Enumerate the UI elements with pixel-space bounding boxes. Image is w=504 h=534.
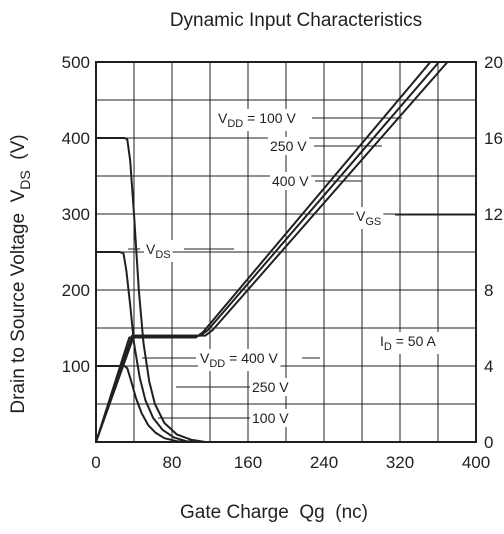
y-tick-label: 400 (62, 129, 90, 148)
annotation-leaders (128, 117, 476, 419)
annotation-vgs: VGS (356, 208, 381, 228)
y2-tick-label: 8 (484, 281, 493, 300)
x-tick-label: 400 (462, 453, 490, 472)
annotation-backing (250, 409, 292, 427)
series-line-4 (95, 61, 432, 443)
annotation-v250-top: 250 V (270, 138, 307, 154)
annotation-backing (250, 378, 292, 396)
y2-tick-label: 16 (484, 129, 503, 148)
x-tick-label: 0 (91, 453, 100, 472)
series-layer (95, 61, 476, 443)
y-axis-label-main: Drain to Source Voltage V (8, 189, 29, 413)
y-tick-label: 300 (62, 205, 90, 224)
annotation-v100-bottom: 100 V (252, 410, 289, 426)
annotation-vdd400-bottom: VDD = 400 V (200, 350, 278, 370)
y2-tick-label: 20 (484, 53, 503, 72)
annotation-backing (144, 240, 173, 262)
series-line-1 (96, 137, 476, 443)
y-axis-label-sub: DS (17, 170, 33, 189)
x-tick-label: 160 (234, 453, 262, 472)
annotation-backing (268, 137, 310, 155)
annotation-vds: VDS (146, 241, 171, 261)
y-tick-label: 500 (62, 53, 90, 72)
annotation-backing (198, 349, 281, 371)
annotation-v250-bottom: 250 V (252, 379, 289, 395)
annotation-backing (216, 109, 299, 131)
series-line-3 (96, 365, 476, 443)
y2-tick-label: 4 (484, 357, 493, 376)
y-tick-label: 200 (62, 281, 90, 300)
x-tick-label: 80 (163, 453, 182, 472)
y2-tick-label: 12 (484, 205, 503, 224)
y-axis-label: Drain to Source Voltage VDS (V) (8, 134, 33, 413)
annotation-id: ID = 50 A (380, 333, 436, 353)
y-tick-label: 100 (62, 357, 90, 376)
series-line-2 (96, 251, 476, 443)
x-tick-label: 320 (386, 453, 414, 472)
y-axis-label-unit: (V) (8, 134, 29, 170)
series-line-6 (95, 61, 449, 443)
y2-tick-label: 0 (484, 433, 493, 452)
annotation-backing (270, 172, 312, 190)
tick-labels: 0 80 160 240 320 400 100 200 300 400 500 0 4 8 12 16 20 (62, 53, 503, 472)
chart-title: Dynamic Input Characteristics (170, 10, 422, 31)
x-tick-label: 240 (310, 453, 338, 472)
annotations: VDD = 100 V 250 V 400 V VGS VDS ID = 50 A VDD … (144, 109, 439, 427)
annotation-vdd100-top: VDD = 100 V (218, 110, 296, 130)
annotation-v400-top: 400 V (272, 173, 309, 189)
annotation-backing (354, 207, 384, 229)
x-axis-label: Gate Charge Qg (nc) (180, 502, 368, 523)
annotation-backing (378, 332, 439, 354)
